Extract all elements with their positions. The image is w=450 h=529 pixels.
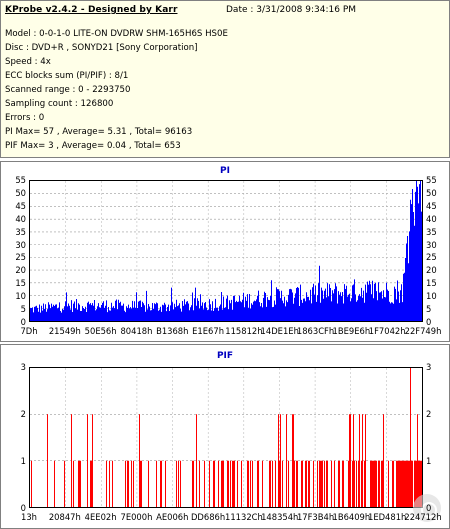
pif-ytick-l: 3 <box>20 362 26 372</box>
pi-ytick-l: 35 <box>15 226 26 237</box>
pi-ytick-r: 45 <box>426 200 437 211</box>
pi-ytick-l: 10 <box>15 291 26 302</box>
pi-xtick: 21549h <box>48 326 81 336</box>
pif-xtick: 13h <box>21 512 37 522</box>
pif-ytick-l: 1 <box>20 456 26 466</box>
pi-xtick: 50E56h <box>84 326 117 336</box>
pif-chart-title: PIF <box>216 351 234 361</box>
pi-xtick: 115812h <box>225 326 263 336</box>
pi-ytick-r: 20 <box>426 265 437 276</box>
info-line-disc: Disc : DVD+R , SONYD21 [Sony Corporation… <box>5 43 198 53</box>
pif-ytick-r: 2 <box>426 409 432 419</box>
pi-ytick-l: 40 <box>15 213 26 224</box>
pi-ytick-r: 10 <box>426 291 437 302</box>
info-line-range: Scanned range : 0 - 2293750 <box>5 85 131 95</box>
info-line-pi-summary: PI Max= 57 , Average= 5.31 , Total= 9616… <box>5 127 193 137</box>
info-line-ecc: ECC blocks sum (PI/PIF) : 8/1 <box>5 71 129 81</box>
pi-xtick: 80418h <box>120 326 153 336</box>
pi-plot-area <box>29 180 423 322</box>
watermark-icon <box>413 494 441 522</box>
pif-ytick-r: 0 <box>426 503 432 513</box>
pi-ytick-r: 5 <box>426 304 432 315</box>
pi-ytick-l: 25 <box>15 252 26 263</box>
pif-ytick-l: 0 <box>20 503 26 513</box>
pi-ytick-r: 30 <box>426 239 437 250</box>
info-line-sampling: Sampling count : 126800 <box>5 99 114 109</box>
pif-xtick: 1B6409h <box>332 512 371 522</box>
pif-series <box>31 368 422 507</box>
pif-xtick: 1ED481h <box>367 512 407 522</box>
pi-xtick: E1E67h <box>192 326 225 336</box>
pif-xtick: 20847h <box>48 512 81 522</box>
pi-ytick-r: 50 <box>426 187 437 198</box>
pi-ytick-r: 15 <box>426 278 437 289</box>
pi-xtick: 1863CFh <box>296 326 335 336</box>
pi-ytick-l: 30 <box>15 239 26 250</box>
pi-ytick-r: 35 <box>426 226 437 237</box>
scan-date: Date : 3/31/2008 9:34:16 PM <box>226 5 357 15</box>
pi-ytick-l: 5 <box>20 304 26 315</box>
pif-xtick: 7E000h <box>120 512 153 522</box>
pi-series <box>30 181 422 321</box>
pif-xtick: 224712h <box>404 512 442 522</box>
pif-xtick: 4EE02h <box>84 512 117 522</box>
pi-ytick-l: 55 <box>15 175 26 185</box>
pif-ytick-r: 3 <box>426 362 432 372</box>
pi-ytick-l: 50 <box>15 187 26 198</box>
pi-xtick: 1F7042h <box>368 326 406 336</box>
pif-xtick: 11132Ch <box>225 512 263 522</box>
pif-xtick: DD686h <box>190 512 226 522</box>
pi-ytick-l: 45 <box>15 200 26 211</box>
pif-plot-area <box>29 367 423 508</box>
pi-chart-svg <box>30 181 422 321</box>
pi-chart-title: PI <box>220 166 230 176</box>
pif-xtick: AE006h <box>156 512 189 522</box>
pif-chart-panel: PIF 3 3 2 2 1 1 0 0 13h 20847h 4EE02h 7E000h AE006h D… <box>0 344 450 529</box>
pif-chart-svg <box>30 368 422 507</box>
pi-ytick-l: 0 <box>20 317 26 327</box>
pi-ytick-r: 0 <box>426 317 432 327</box>
info-line-errors: Errors : 0 <box>5 113 45 123</box>
pi-chart-panel: PI 55 55 50 50 45 45 40 40 35 35 30 30 25 25 20 20 15 15 1… <box>0 161 450 342</box>
pi-xtick: 1BE9E6h <box>332 326 371 336</box>
pi-ytick-l: 20 <box>15 265 26 276</box>
app-title: KProbe v2.4.2 - Designed by Karr <box>5 5 178 15</box>
pi-xtick: 14DE1Eh <box>260 326 299 336</box>
pi-xtick: B1368h <box>156 326 189 336</box>
pif-ytick-l: 2 <box>20 409 26 419</box>
pif-ytick-r: 1 <box>426 456 432 466</box>
info-line-speed: Speed : 4x <box>5 57 51 67</box>
pif-xtick: 148354h <box>261 512 299 522</box>
pi-xtick: 7Dh <box>20 326 38 336</box>
info-panel: KProbe v2.4.2 - Designed by Karr Date : … <box>0 0 450 158</box>
pi-xtick: 22F749h <box>404 326 442 336</box>
info-line-pif-summary: PIF Max= 3 , Average= 0.04 , Total= 653 <box>5 141 181 151</box>
info-line-model: Model : 0-0-1-0 LITE-ON DVDRW SHM-165H6S… <box>5 29 228 39</box>
pi-ytick-r: 40 <box>426 213 437 224</box>
pi-ytick-r: 25 <box>426 252 437 263</box>
pi-ytick-l: 15 <box>15 278 26 289</box>
pif-xtick: 17F3B4h <box>296 512 335 522</box>
pi-ytick-r: 55 <box>426 175 437 185</box>
